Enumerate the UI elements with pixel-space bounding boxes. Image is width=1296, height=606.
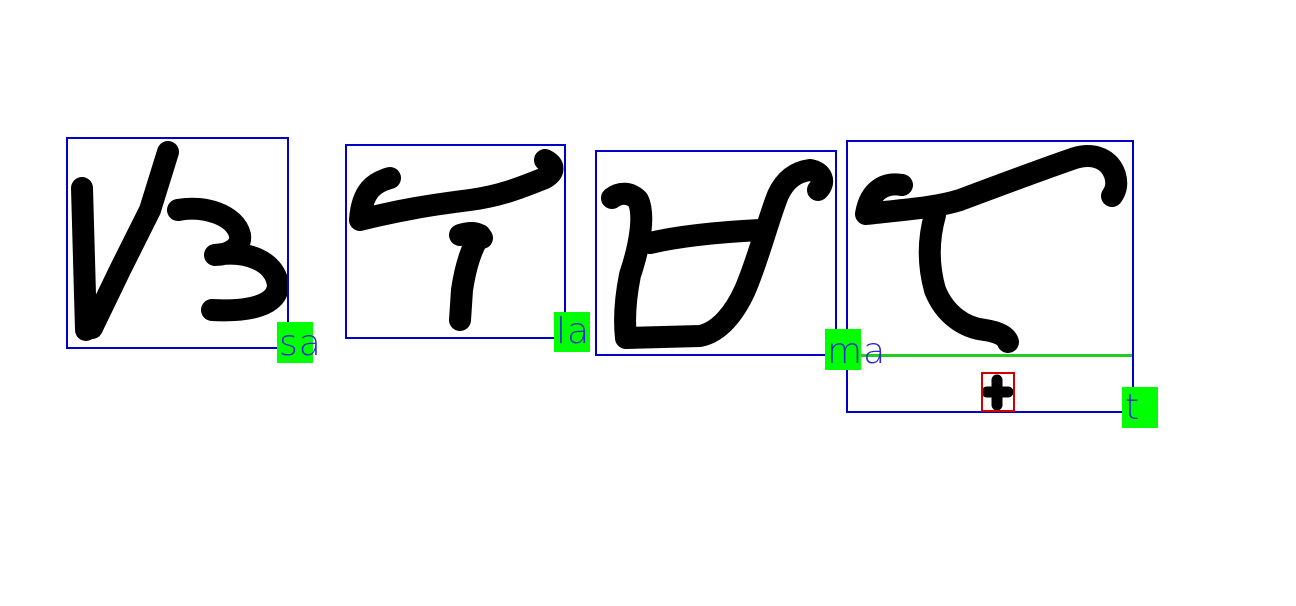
char-box-t (846, 140, 1134, 413)
char-label-ma: ma (827, 331, 887, 372)
label-tag-ma (825, 329, 861, 370)
label-tag-la (554, 312, 590, 352)
label-tag-sa (277, 322, 313, 363)
char-box-ma (595, 150, 837, 356)
baybayin-ta-glyph (855, 145, 1128, 353)
kudlit-box (981, 372, 1015, 412)
char-label-la: la (556, 311, 591, 352)
baybayin-sa-glyph (71, 141, 289, 341)
baybayin-ma-glyph (601, 159, 834, 349)
label-tag-t (1122, 387, 1158, 428)
baybayin-la-glyph (349, 149, 564, 331)
plus-kudlit-mark (981, 374, 1014, 411)
baseline-guide (848, 354, 1132, 357)
char-label-t: t (1125, 387, 1141, 428)
char-label-sa: sa (279, 323, 322, 364)
char-box-la (345, 144, 566, 339)
char-box-sa (66, 137, 289, 349)
